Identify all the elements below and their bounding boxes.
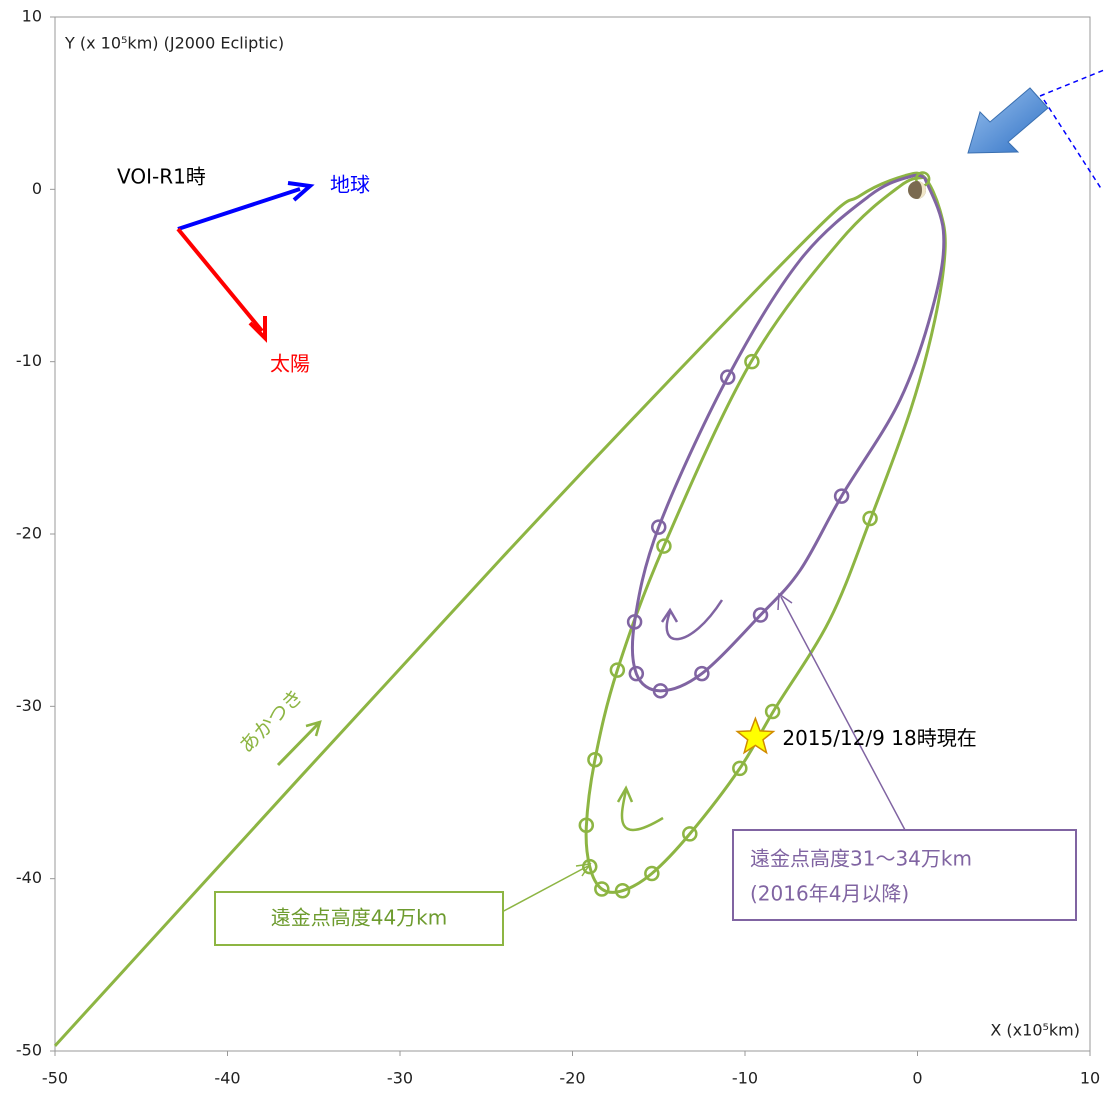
x-tick-label: -40 (214, 1069, 240, 1088)
voi-label: VOI-R1時 (117, 165, 206, 189)
current-position-label: 2015/12/9 18時現在 (782, 726, 976, 750)
orbit-marker (628, 665, 645, 682)
orbit-marker (764, 703, 781, 720)
orbit-marker (587, 752, 603, 768)
x-tick-label: -30 (387, 1069, 413, 1088)
earth-arrowhead (287, 181, 315, 202)
venus-light (917, 181, 926, 199)
callout-box (214, 891, 504, 946)
orbit-marker (582, 858, 598, 875)
y-tick-label: -30 (16, 696, 42, 715)
x-tick-label: 0 (912, 1069, 922, 1088)
direction-arrowhead (305, 720, 322, 737)
orbit-marker (652, 683, 669, 699)
orbit-marker (609, 662, 626, 678)
orbit-marker (578, 817, 595, 833)
callout-line (499, 865, 589, 914)
direction-arrow (276, 722, 320, 767)
callout-arrowhead (575, 863, 592, 877)
orbit-marker (752, 607, 769, 623)
sun-arrow (176, 227, 264, 333)
callout-text: 遠金点高度44万km (271, 906, 448, 930)
motion-arrow (665, 599, 724, 641)
earth-label: 地球 (330, 173, 370, 197)
callout-text: (2016年4月以降) (750, 882, 909, 906)
x-tick-label: -50 (42, 1069, 68, 1088)
motion-arrow (620, 789, 664, 832)
y-tick-label: 0 (32, 179, 42, 198)
callout-box (732, 829, 1077, 921)
y-tick-label: -20 (16, 524, 42, 543)
orbit-marker (626, 614, 643, 630)
earth-arrow (177, 187, 301, 231)
orbit-marker (594, 881, 610, 897)
orbit-marker (744, 353, 760, 370)
orbit-marker (614, 882, 631, 899)
motion-arrowhead (660, 607, 679, 623)
sun-label: 太陽 (270, 352, 310, 376)
orbit-marker (656, 538, 672, 554)
y-axis-label: Y (x 10⁵km) (J2000 Ecliptic) (64, 34, 284, 53)
orbit-marker (694, 665, 710, 682)
current-position (735, 716, 776, 755)
callout-line (780, 596, 906, 831)
orbit-marker (651, 519, 667, 535)
orbit-marker (732, 760, 748, 777)
callout-text: 遠金点高度31～34万km (750, 847, 972, 871)
y-tick-label: -10 (16, 351, 42, 370)
dashed-line (1039, 69, 1104, 97)
sun-arrowhead (248, 316, 267, 343)
orbit-marker (720, 369, 736, 385)
x-tick-label: -20 (559, 1069, 585, 1088)
y-tick-label: -50 (16, 1041, 42, 1060)
orbit-marker (682, 826, 698, 842)
x-axis-label: X (x10⁵km) (990, 1021, 1080, 1040)
orbit-marker (644, 865, 660, 882)
orbit-line (630, 173, 946, 693)
callout-arrowhead (777, 592, 793, 611)
motion-arrowhead (616, 785, 634, 803)
orbit-marker (833, 488, 850, 504)
y-tick-label: -40 (16, 868, 42, 887)
y-tick-label: 10 (22, 7, 42, 26)
view-arrow (967, 87, 1049, 154)
orbit-marker (862, 510, 878, 527)
x-tick-label: -10 (732, 1069, 758, 1088)
x-tick-label: 10 (1080, 1069, 1100, 1088)
